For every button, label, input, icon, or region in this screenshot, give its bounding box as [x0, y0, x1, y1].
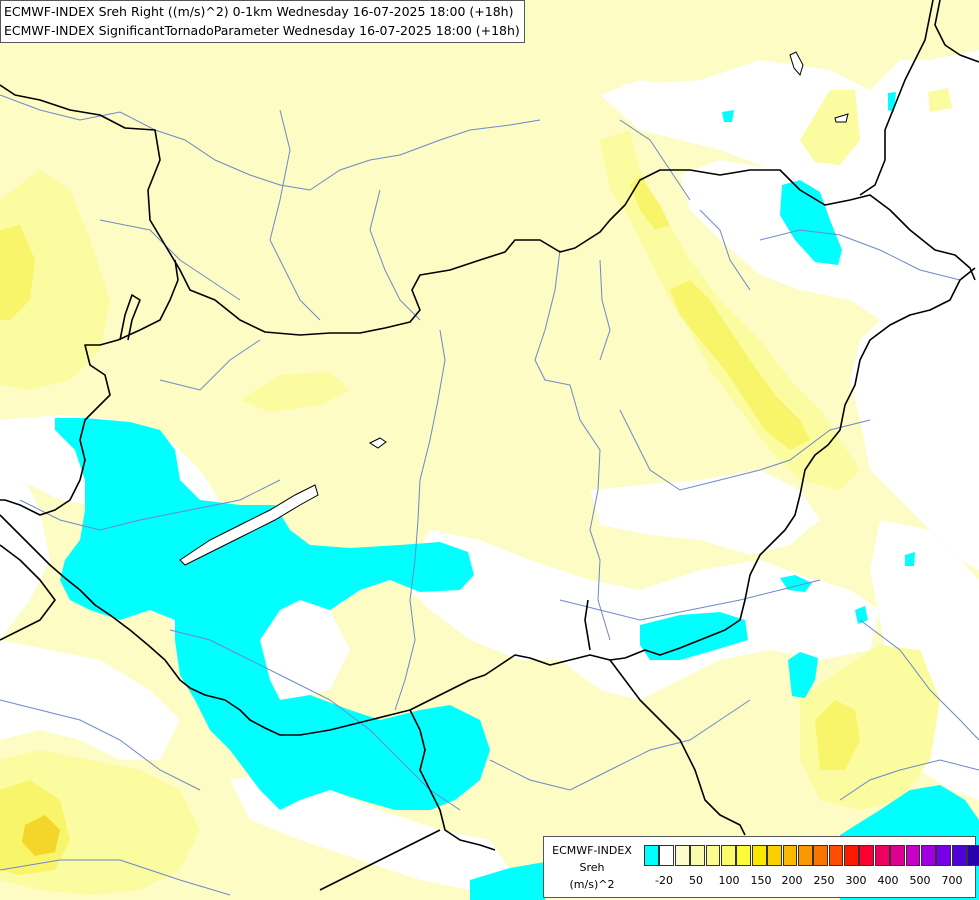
legend-tick-label: -20	[655, 874, 673, 887]
map-title-line-1: ECMWF-INDEX Sreh Right ((m/s)^2) 0-1km W…	[4, 4, 514, 19]
legend-unit-label: (m/s)^2	[569, 878, 615, 891]
legend-swatch	[674, 845, 690, 866]
color-legend: ECMWF-INDEX Sreh (m/s)^2 -20 50 100 150 200 2…	[543, 836, 979, 898]
legend-swatch	[720, 845, 736, 866]
lake-small-2	[789, 51, 804, 77]
legend-swatch	[813, 845, 829, 866]
legend-swatches	[644, 845, 979, 866]
helicity-field-cyan-s	[470, 862, 545, 900]
lake-small-1	[368, 437, 387, 449]
legend-tick-label: 250	[813, 874, 835, 887]
helicity-field-orange-yellow-sw	[22, 815, 60, 856]
helicity-field-white-sw2	[0, 640, 180, 760]
helicity-field-cyan-main	[55, 418, 490, 810]
helicity-field-cyan-e2	[788, 652, 818, 698]
legend-swatch	[844, 845, 859, 866]
rivers	[0, 94, 979, 896]
helicity-field-light-yellow-ne	[928, 88, 952, 112]
helicity-field-cyan-center-e	[640, 612, 748, 660]
helicity-field-light-yellow-ne2	[800, 90, 860, 165]
helicity-field-white-mid	[590, 470, 820, 555]
helicity-field-cyan-e4	[905, 552, 915, 566]
helicity-field-yellow-se	[815, 700, 860, 770]
legend-ticks: -20 50 100 150 200 250 300 400 500 700	[644, 874, 974, 890]
helicity-field-white-ne2	[620, 50, 979, 160]
helicity-field-cyan-e3	[855, 606, 868, 624]
map-title-box: ECMWF-INDEX Sreh Right ((m/s)^2) 0-1km W…	[0, 0, 525, 43]
legend-tick-label: 50	[689, 874, 703, 887]
helicity-field-light-yellow-west	[0, 170, 110, 390]
legend-swatch	[782, 845, 798, 866]
legend-swatch	[705, 845, 721, 866]
legend-variable-label: Sreh	[579, 861, 605, 874]
helicity-field-yellow-belt-n	[630, 175, 670, 230]
legend-tick-label: 400	[877, 874, 899, 887]
legend-swatch	[644, 845, 659, 866]
legend-swatch	[874, 845, 890, 866]
legend-tick-label: 200	[781, 874, 803, 887]
helicity-field-white-center	[400, 530, 880, 700]
legend-tick-label: 500	[909, 874, 931, 887]
helicity-field-cyan-ne-small2	[722, 110, 734, 122]
legend-swatch	[859, 845, 875, 866]
lake-small-3	[834, 113, 849, 123]
helicity-field-yellow-west	[0, 225, 35, 320]
legend-swatch	[797, 845, 813, 866]
legend-swatch	[905, 845, 921, 866]
legend-swatch	[967, 845, 979, 866]
helicity-field-yellow-belt	[670, 280, 810, 450]
legend-swatch	[936, 845, 952, 866]
legend-model-label: ECMWF-INDEX	[552, 844, 632, 857]
legend-swatch	[736, 845, 752, 866]
legend-swatch	[828, 845, 844, 866]
legend-tick-label: 700	[941, 874, 963, 887]
legend-tick-label: 150	[750, 874, 772, 887]
legend-swatch	[951, 845, 967, 866]
legend-tick-label: 100	[718, 874, 740, 887]
lake-balaton	[179, 484, 319, 566]
helicity-field-cyan-ne	[780, 180, 842, 265]
legend-swatch	[690, 845, 705, 866]
legend-swatch	[921, 845, 936, 866]
map-title-line-2: ECMWF-INDEX SignificantTornadoParameter …	[4, 23, 520, 38]
helicity-field-light-yellow-central	[240, 372, 350, 412]
legend-swatch	[659, 845, 675, 866]
legend-swatch	[767, 845, 782, 866]
helicity-field-white-se	[870, 520, 979, 800]
legend-tick-label: 300	[845, 874, 867, 887]
legend-swatch	[890, 845, 906, 866]
legend-swatch	[751, 845, 767, 866]
